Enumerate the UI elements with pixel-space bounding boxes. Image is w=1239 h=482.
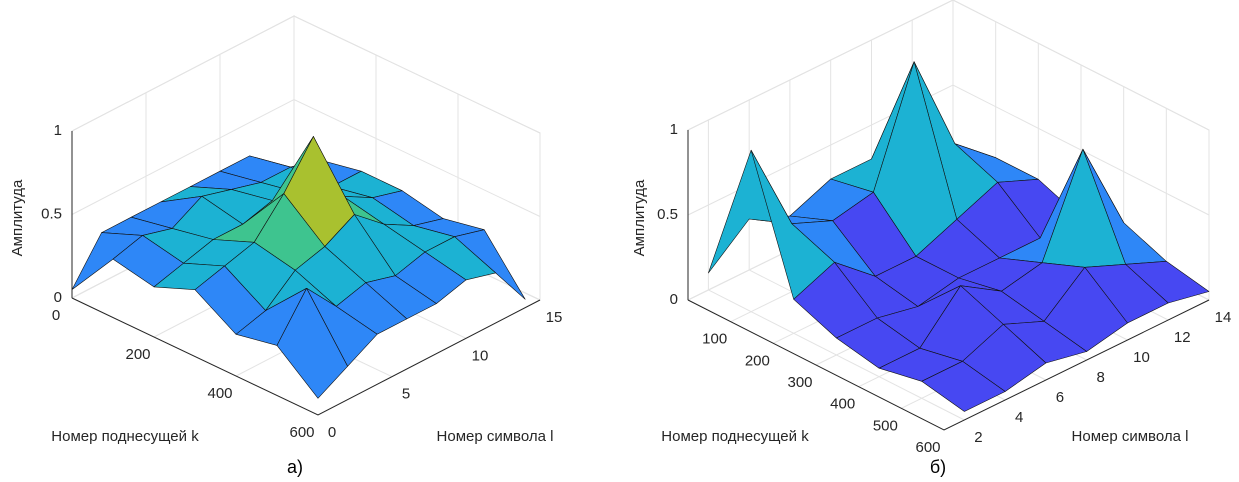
y-tick-label: 8 (1097, 369, 1105, 386)
x-tick-label: 0 (52, 307, 60, 324)
y-tick-label: 2 (974, 429, 982, 446)
z-axis-label: Амплитуда (9, 179, 26, 256)
x-axis-label: Номер поднесущей k (51, 428, 199, 445)
z-tick-label: 0 (670, 291, 678, 308)
y-tick-label: 10 (1133, 349, 1150, 366)
x-tick-label: 500 (873, 417, 898, 434)
x-tick-label: 600 (289, 424, 314, 441)
caption: a) (287, 457, 303, 477)
caption: б) (930, 457, 946, 477)
y-tick-label: 4 (1015, 409, 1023, 426)
z-tick-label: 0.5 (41, 205, 62, 222)
z-tick-label: 1 (54, 122, 62, 139)
y-tick-label: 15 (546, 309, 563, 326)
x-tick-label: 100 (702, 331, 727, 348)
figure: 020040060005101500.51Номер поднесущей kН… (0, 0, 1239, 482)
y-tick-label: 0 (328, 424, 336, 441)
z-tick-label: 0.5 (657, 206, 678, 223)
x-tick-label: 400 (830, 396, 855, 413)
z-tick-label: 0 (54, 289, 62, 306)
y-axis-label: Номер символа l (437, 428, 554, 445)
y-tick-label: 12 (1174, 329, 1191, 346)
y-tick-label: 6 (1056, 389, 1064, 406)
y-tick-label: 14 (1215, 309, 1232, 326)
x-tick-label: 200 (745, 352, 770, 369)
x-tick-label: 400 (207, 385, 232, 402)
x-axis-label: Номер поднесущей k (661, 428, 809, 445)
z-tick-label: 1 (670, 121, 678, 138)
x-tick-label: 300 (787, 374, 812, 391)
z-axis-label: Амплитуда (631, 179, 648, 256)
y-tick-label: 5 (402, 386, 410, 403)
y-axis-label: Номер символа l (1072, 428, 1189, 445)
x-tick-label: 200 (125, 346, 150, 363)
x-tick-label: 600 (915, 439, 940, 456)
y-tick-label: 10 (472, 347, 489, 364)
